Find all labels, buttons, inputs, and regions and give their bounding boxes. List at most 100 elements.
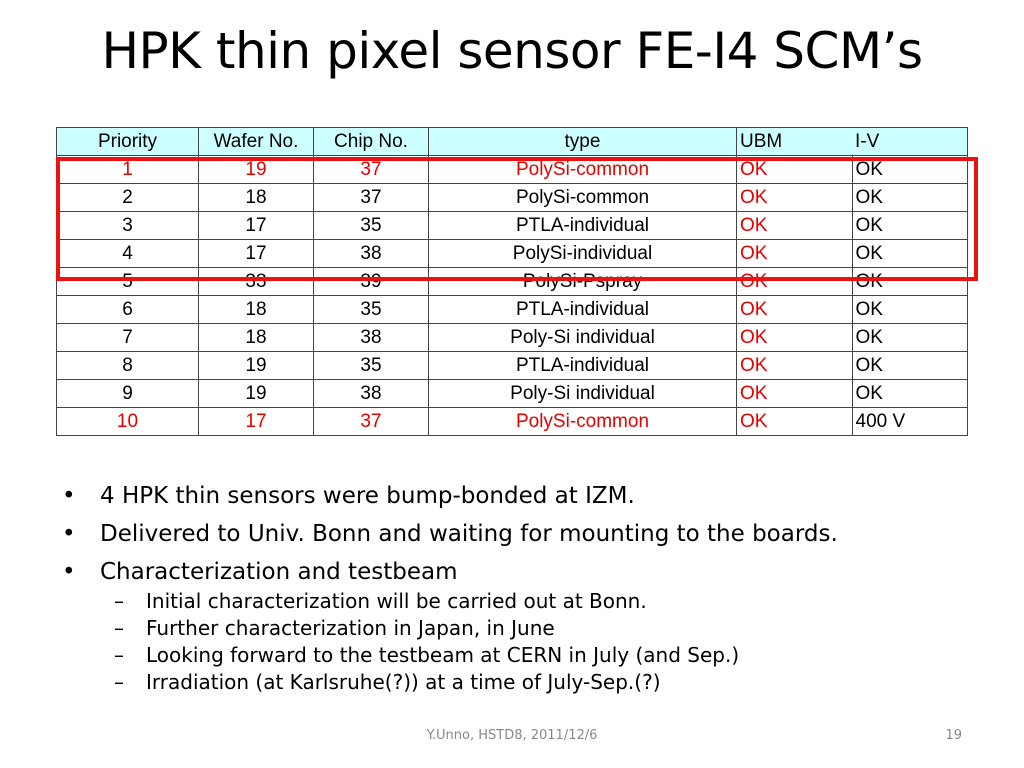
table-row: 2 18 37 PolySi-common OK OK: [56, 183, 968, 212]
header-iv: I-V: [852, 127, 968, 156]
cell-priority: 3: [56, 211, 199, 240]
cell-ubm: OK: [736, 295, 853, 324]
cell-iv: 400 V: [851, 407, 968, 436]
cell-wafer-no: 19: [198, 155, 314, 184]
sub-bullet-list: – Initial characterization will be carrie…: [100, 588, 1000, 696]
cell-type: PolySi-individual: [428, 239, 737, 268]
cell-priority: 5: [56, 267, 199, 296]
cell-iv: OK: [851, 351, 968, 380]
sub-bullet-text: Looking forward to the testbeam at CERN …: [146, 643, 740, 667]
cell-priority: 7: [56, 323, 199, 352]
cell-ubm: OK: [736, 155, 853, 184]
bullet-dot-icon: •: [62, 483, 76, 509]
sub-bullet-dash-icon: –: [114, 643, 124, 667]
cell-ubm: OK: [736, 323, 853, 352]
cell-ubm: OK: [736, 239, 853, 268]
cell-chip-no: 39: [313, 267, 429, 296]
cell-ubm: OK: [736, 351, 853, 380]
cell-wafer-no: 17: [198, 407, 314, 436]
bullet-text: Characterization and testbeam: [100, 559, 458, 585]
sub-bullet-dash-icon: –: [114, 616, 124, 640]
cell-ubm: OK: [736, 379, 853, 408]
bullet-text: Delivered to Univ. Bonn and waiting for …: [100, 521, 838, 547]
sub-bullet-text: Irradiation (at Karlsruhe(?)) at a time …: [146, 670, 661, 694]
sub-bullet-dash-icon: –: [114, 670, 124, 694]
header-type: type: [428, 127, 737, 156]
sub-bullet-item: – Initial characterization will be carrie…: [100, 588, 1000, 615]
cell-type: Poly-Si individual: [428, 323, 737, 352]
slide-title: HPK thin pixel sensor FE-I4 SCM’s: [101, 22, 923, 80]
cell-wafer-no: 19: [198, 351, 314, 380]
cell-type: PolySi-common: [428, 407, 737, 436]
cell-wafer-no: 18: [198, 323, 314, 352]
cell-priority: 1: [56, 155, 199, 184]
cell-wafer-no: 18: [198, 295, 314, 324]
cell-priority: 2: [56, 183, 199, 212]
cell-ubm: OK: [736, 183, 853, 212]
table-body: 1 19 37 PolySi-common OK OK 2 18 37 PolySi-common…: [56, 155, 968, 436]
sensor-table: Priority Wafer No. Chip No. type UBM I-V…: [56, 127, 968, 436]
slide-number: 19: [945, 728, 962, 743]
cell-chip-no: 38: [313, 379, 429, 408]
bullet-dot-icon: •: [62, 521, 76, 547]
cell-iv: OK: [851, 239, 968, 268]
cell-priority: 4: [56, 239, 199, 268]
table-row: 5 33 39 PolySi-Pspray OK OK: [56, 267, 968, 296]
cell-chip-no: 38: [313, 239, 429, 268]
table-row: 6 18 35 PTLA-individual OK OK: [56, 295, 968, 324]
cell-type: PTLA-individual: [428, 295, 737, 324]
table-row: 10 17 37 PolySi-common OK 400 V: [56, 407, 968, 436]
cell-chip-no: 37: [313, 183, 429, 212]
cell-chip-no: 38: [313, 323, 429, 352]
table-header-row: Priority Wafer No. Chip No. type UBM I-V: [56, 127, 968, 156]
cell-priority: 8: [56, 351, 199, 380]
cell-iv: OK: [851, 323, 968, 352]
table-row: 7 18 38 Poly-Si individual OK OK: [56, 323, 968, 352]
bullet-list: • 4 HPK thin sensors were bump-bonded at …: [60, 480, 1000, 702]
header-wafer-no: Wafer No.: [198, 127, 314, 156]
table-row: 4 17 38 PolySi-individual OK OK: [56, 239, 968, 268]
cell-wafer-no: 19: [198, 379, 314, 408]
header-chip-no: Chip No.: [313, 127, 429, 156]
cell-iv: OK: [851, 183, 968, 212]
table-row: 1 19 37 PolySi-common OK OK: [56, 155, 968, 184]
cell-iv: OK: [851, 155, 968, 184]
bullet-dot-icon: •: [62, 559, 76, 585]
footer-author-date: Y.Unno, HSTD8, 2011/12/6: [426, 728, 598, 743]
sub-bullet-text: Further characterization in Japan, in Ju…: [146, 616, 555, 640]
cell-chip-no: 35: [313, 295, 429, 324]
cell-priority: 9: [56, 379, 199, 408]
cell-wafer-no: 17: [198, 211, 314, 240]
cell-priority: 6: [56, 295, 199, 324]
bullet-item: • Delivered to Univ. Bonn and waiting for…: [60, 518, 1000, 550]
cell-type: PTLA-individual: [428, 211, 737, 240]
sub-bullet-dash-icon: –: [114, 589, 124, 613]
sub-bullet-item: – Irradiation (at Karlsruhe(?)) at a time…: [100, 669, 1000, 696]
cell-chip-no: 37: [313, 155, 429, 184]
sensor-table-container: Priority Wafer No. Chip No. type UBM I-V…: [56, 127, 968, 436]
cell-ubm: OK: [736, 407, 853, 436]
cell-iv: OK: [851, 267, 968, 296]
cell-iv: OK: [851, 379, 968, 408]
table-row: 9 19 38 Poly-Si individual OK OK: [56, 379, 968, 408]
cell-wafer-no: 17: [198, 239, 314, 268]
cell-type: PolySi-common: [428, 183, 737, 212]
bullet-item: • Characterization and testbeam – Initial c…: [60, 556, 1000, 696]
cell-iv: OK: [851, 211, 968, 240]
cell-ubm: OK: [736, 267, 853, 296]
cell-type: PolySi-common: [428, 155, 737, 184]
cell-chip-no: 35: [313, 211, 429, 240]
cell-wafer-no: 33: [198, 267, 314, 296]
bullet-item: • 4 HPK thin sensors were bump-bonded at …: [60, 480, 1000, 512]
cell-type: PolySi-Pspray: [428, 267, 737, 296]
sub-bullet-text: Initial characterization will be carried…: [146, 589, 647, 613]
sub-bullet-item: – Looking forward to the testbeam at CERN…: [100, 642, 1000, 669]
cell-wafer-no: 18: [198, 183, 314, 212]
cell-chip-no: 37: [313, 407, 429, 436]
sub-bullet-item: – Further characterization in Japan, in J…: [100, 615, 1000, 642]
table-row: 3 17 35 PTLA-individual OK OK: [56, 211, 968, 240]
table-row: 8 19 35 PTLA-individual OK OK: [56, 351, 968, 380]
cell-iv: OK: [851, 295, 968, 324]
cell-ubm: OK: [736, 211, 853, 240]
cell-priority: 10: [56, 407, 199, 436]
